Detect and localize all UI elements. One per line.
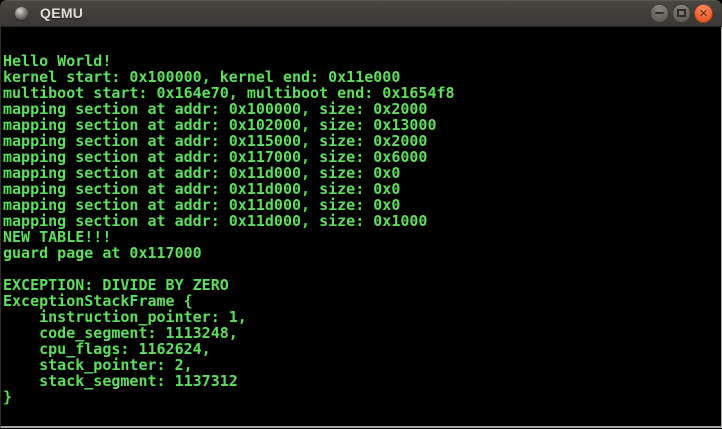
close-button[interactable]: ✕ [694,3,713,23]
close-icon: ✕ [698,6,709,20]
minimize-icon [655,12,664,14]
titlebar[interactable]: QEMU ✕ [0,0,722,27]
maximize-button[interactable] [672,3,691,23]
window-controls: ✕ [650,3,713,23]
terminal-output: Hello World! kernel start: 0x100000, ker… [3,52,455,406]
qemu-app-icon [15,6,28,20]
maximize-icon [677,9,686,17]
terminal-screen[interactable]: Hello World! kernel start: 0x100000, ker… [0,27,722,428]
window-title: QEMU [40,5,84,21]
minimize-button[interactable] [650,3,669,23]
